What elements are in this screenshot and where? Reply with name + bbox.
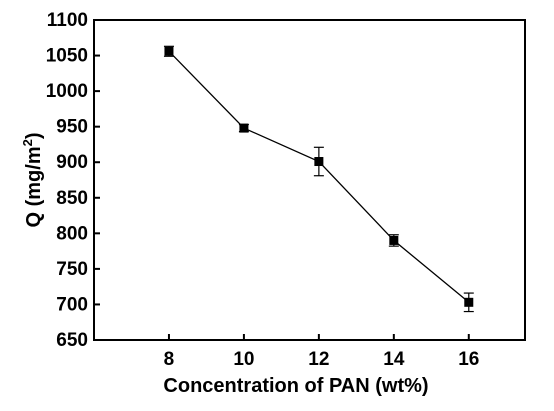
data-point-12 <box>314 157 324 167</box>
x-tick-label-12: 12 <box>308 349 329 370</box>
y-axis-title-end: ) <box>23 132 45 139</box>
data-point-10 <box>239 123 249 133</box>
y-tick-label-950: 950 <box>56 117 88 138</box>
y-tick-label-700: 700 <box>56 294 88 315</box>
plot-frame <box>93 19 526 341</box>
data-point-16 <box>464 297 474 307</box>
y-tick-label-750: 750 <box>56 259 88 280</box>
x-tick-label-10: 10 <box>233 349 254 370</box>
y-tick-label-1100: 1100 <box>47 10 88 31</box>
y-tick-label-900: 900 <box>56 152 88 173</box>
axis-ticks: 650 700 750 800 850 900 950 1000 1050 1100 8 10 12 14… <box>46 10 480 370</box>
plot-border <box>93 19 526 341</box>
data-point-14 <box>389 235 399 245</box>
y-tick-label-650: 650 <box>56 330 88 351</box>
x-tick-label-16: 16 <box>458 349 479 370</box>
y-tick-label-850: 850 <box>56 188 88 209</box>
series-line <box>168 50 470 303</box>
y-tick-label-800: 800 <box>56 223 88 244</box>
y-tick-label-1050: 1050 <box>46 46 88 67</box>
y-axis-title: Q (mg/m2) <box>20 132 45 227</box>
y-axis-title-superscript: 2 <box>20 139 35 146</box>
y-tick-label-1000: 1000 <box>46 81 88 102</box>
x-axis-title: Concentration of PAN (wt%) <box>163 375 428 397</box>
x-tick-label-8: 8 <box>164 349 175 370</box>
data-series <box>163 45 474 313</box>
y-axis-title-main: Q (mg/m <box>23 146 45 227</box>
data-point-8 <box>164 46 174 56</box>
x-tick-label-14: 14 <box>383 349 405 370</box>
